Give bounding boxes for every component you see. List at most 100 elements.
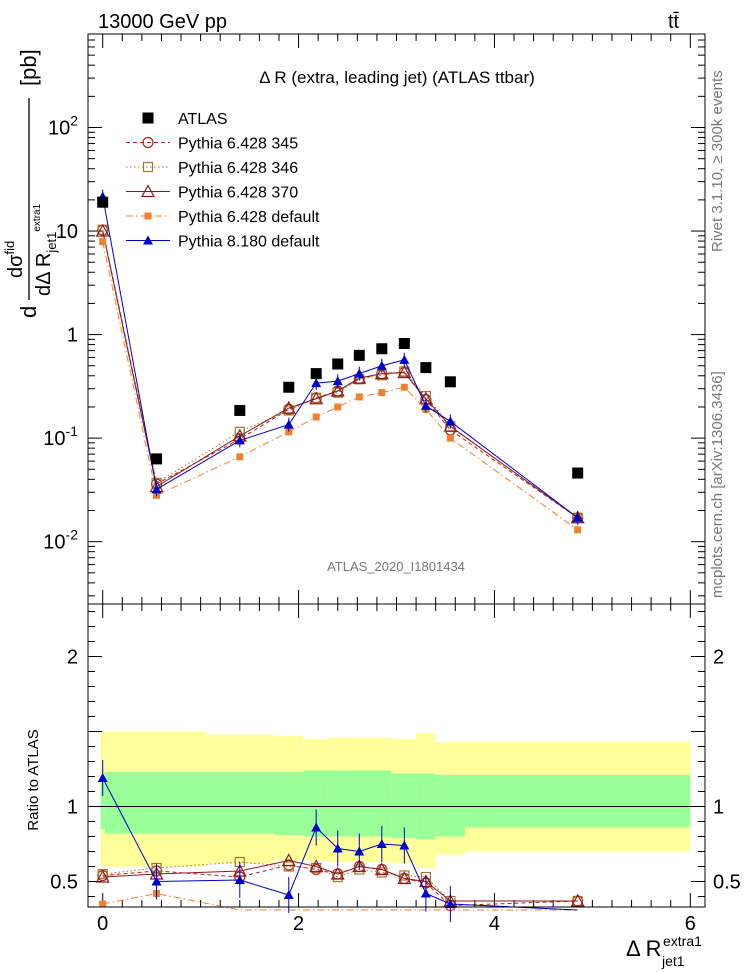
point-pythia-6-428-default xyxy=(312,413,320,421)
ratio-point-pythia-6-428-370 xyxy=(352,859,367,873)
point-pythia-8-180-default xyxy=(420,400,431,410)
point-pythia-8-180-default xyxy=(445,416,456,426)
point-atlas xyxy=(97,196,109,208)
legend-label-pythia-6-428-370: Pythia 6.428 370 xyxy=(178,185,298,202)
band-inner xyxy=(465,775,691,828)
ratio-point-pythia-8-180-default xyxy=(311,822,322,832)
ratio-point-pythia-6-428-370 xyxy=(281,853,296,867)
point-atlas xyxy=(398,338,410,350)
legend-marker-pythia-6-428-default xyxy=(144,212,152,220)
svg-text:dσfid: dσfid xyxy=(2,241,27,278)
point-pythia-8-180-default xyxy=(234,435,245,445)
point-pythia-8-180-default xyxy=(572,512,583,522)
legend-label-pythia-6-428-default: Pythia 6.428 default xyxy=(178,209,320,226)
svg-text:Δ R: Δ R xyxy=(626,936,661,961)
main-data xyxy=(95,189,585,534)
main-ticks: 10-2 10-1 1 10 102 xyxy=(43,33,705,604)
point-atlas xyxy=(572,467,584,479)
svg-text:d: d xyxy=(16,306,41,318)
ratio-point-pythia-8-180-default xyxy=(399,840,410,850)
point-pythia-6-428-default xyxy=(285,428,293,436)
y-tick-label-ratio: 1 xyxy=(713,797,724,819)
ratio-line-pythia-6-428-345 xyxy=(102,864,578,907)
rivet-label: Rivet 3.1.10, ≥ 300k events xyxy=(709,70,726,252)
chart-title: Δ R (extra, leading jet) (ATLAS ttbar) xyxy=(259,68,535,87)
point-pythia-6-428-370 xyxy=(330,383,345,397)
svg-text:jet1: jet1 xyxy=(661,953,685,969)
point-pythia-6-428-default xyxy=(99,238,107,246)
series-line-pythia-6-428-370 xyxy=(102,230,578,519)
ratio-point-pythia-6-428-370 xyxy=(330,866,345,880)
point-atlas xyxy=(310,368,322,380)
ratio-line-pythia-6-428-370 xyxy=(102,859,578,902)
point-pythia-6-428-370 xyxy=(443,419,458,432)
x-tick-labels: 0 2 4 6 xyxy=(97,913,696,935)
svg-text:dΔ Rjet1extra1: dΔ Rjet1extra1 xyxy=(32,203,59,296)
point-pythia-6-428-370 xyxy=(309,391,324,405)
y-tick-label-main: 10 xyxy=(56,221,78,243)
point-atlas xyxy=(151,453,163,465)
mcplots-label: mcplots.cern.ch [arXiv:1306.3436] xyxy=(709,371,726,598)
y-axis-label-ratio: Ratio to ATLAS xyxy=(25,729,42,830)
legend-label-atlas: ATLAS xyxy=(178,111,228,128)
series-line-pythia-6-428-345 xyxy=(102,230,578,519)
ratio-point-pythia-8-180-default xyxy=(332,843,343,853)
legend-label-pythia-6-428-345: Pythia 6.428 345 xyxy=(178,136,298,153)
series-line-pythia-6-428-default xyxy=(102,241,578,531)
y-tick-label-ratio: 1 xyxy=(67,797,78,819)
analysis-label: ATLAS_2020_I1801434 xyxy=(327,559,465,574)
band-inner xyxy=(391,773,417,838)
legend-label-pythia-8-180-default: Pythia 8.180 default xyxy=(178,234,320,251)
point-pythia-6-428-default xyxy=(574,526,582,534)
band-inner xyxy=(327,770,348,837)
y-tick-label-main: 102 xyxy=(48,113,78,140)
y-axis-label-main: d dσfid dΔ Rjet1extra1 [pb] xyxy=(2,49,59,318)
ratio-point-pythia-8-180-default xyxy=(97,773,108,782)
point-atlas xyxy=(420,362,432,374)
point-pythia-8-180-default xyxy=(354,368,365,378)
ratio-point-pythia-6-428-370 xyxy=(374,862,389,876)
y-tick-label-main: 10-1 xyxy=(43,423,78,450)
ratio-point-pythia-6-428-346 xyxy=(283,861,294,872)
point-pythia-6-428-370 xyxy=(281,400,296,414)
legend-marker-pythia-8-180-default xyxy=(143,235,153,245)
ratio-point-pythia-8-180-default xyxy=(354,846,365,856)
process-label: tt̄ xyxy=(668,11,680,33)
x-axis-label: Δ R jet1 extra1 xyxy=(626,933,702,969)
legend-marker-pythia-6-428-345 xyxy=(142,136,154,149)
ratio-panel: 0.5 0.5 1 1 2 2 Ratio to ATLAS xyxy=(25,603,741,922)
ratio-ticks: 0.5 0.5 1 1 2 2 xyxy=(50,604,741,907)
ratio-point-pythia-8-180-default xyxy=(445,899,456,908)
y-tick-label-ratio: 2 xyxy=(67,647,78,669)
point-pythia-6-428-370 xyxy=(95,223,110,237)
ratio-point-pythia-6-428-370 xyxy=(95,869,110,883)
y-tick-label-ratio: 2 xyxy=(713,647,724,669)
band-inner xyxy=(104,772,206,834)
band-inner xyxy=(100,776,105,829)
point-pythia-8-180-default xyxy=(151,484,162,494)
ratio-point-pythia-6-428-370 xyxy=(397,871,412,885)
point-pythia-6-428-default xyxy=(378,389,386,397)
point-atlas xyxy=(283,381,295,393)
ratio-point-pythia-6-428-default xyxy=(99,900,107,908)
band-inner xyxy=(205,772,275,834)
ratio-line-pythia-6-428-default xyxy=(102,892,578,911)
point-pythia-8-180-default xyxy=(311,378,322,388)
point-pythia-8-180-default xyxy=(376,360,387,370)
point-atlas xyxy=(332,358,344,370)
point-atlas xyxy=(353,349,365,361)
band-inner xyxy=(372,770,392,837)
series-line-pythia-6-428-346 xyxy=(102,229,578,519)
ratio-point-pythia-8-180-default xyxy=(234,875,245,884)
ratio-point-pythia-6-428-370 xyxy=(570,893,585,907)
legend: ATLAS Pythia 6.428 345 Pythia 6.428 346 Pyt… xyxy=(126,111,320,251)
band-inner xyxy=(347,770,373,837)
point-pythia-8-180-default xyxy=(399,354,410,364)
ratio-point-pythia-6-428-346 xyxy=(399,870,410,881)
y-tick-label-main: 10-2 xyxy=(43,527,78,554)
series-line-pythia-8-180-default xyxy=(102,196,578,519)
svg-text:extra1: extra1 xyxy=(663,933,702,949)
point-atlas xyxy=(234,404,246,416)
point-pythia-6-428-370 xyxy=(374,366,389,380)
